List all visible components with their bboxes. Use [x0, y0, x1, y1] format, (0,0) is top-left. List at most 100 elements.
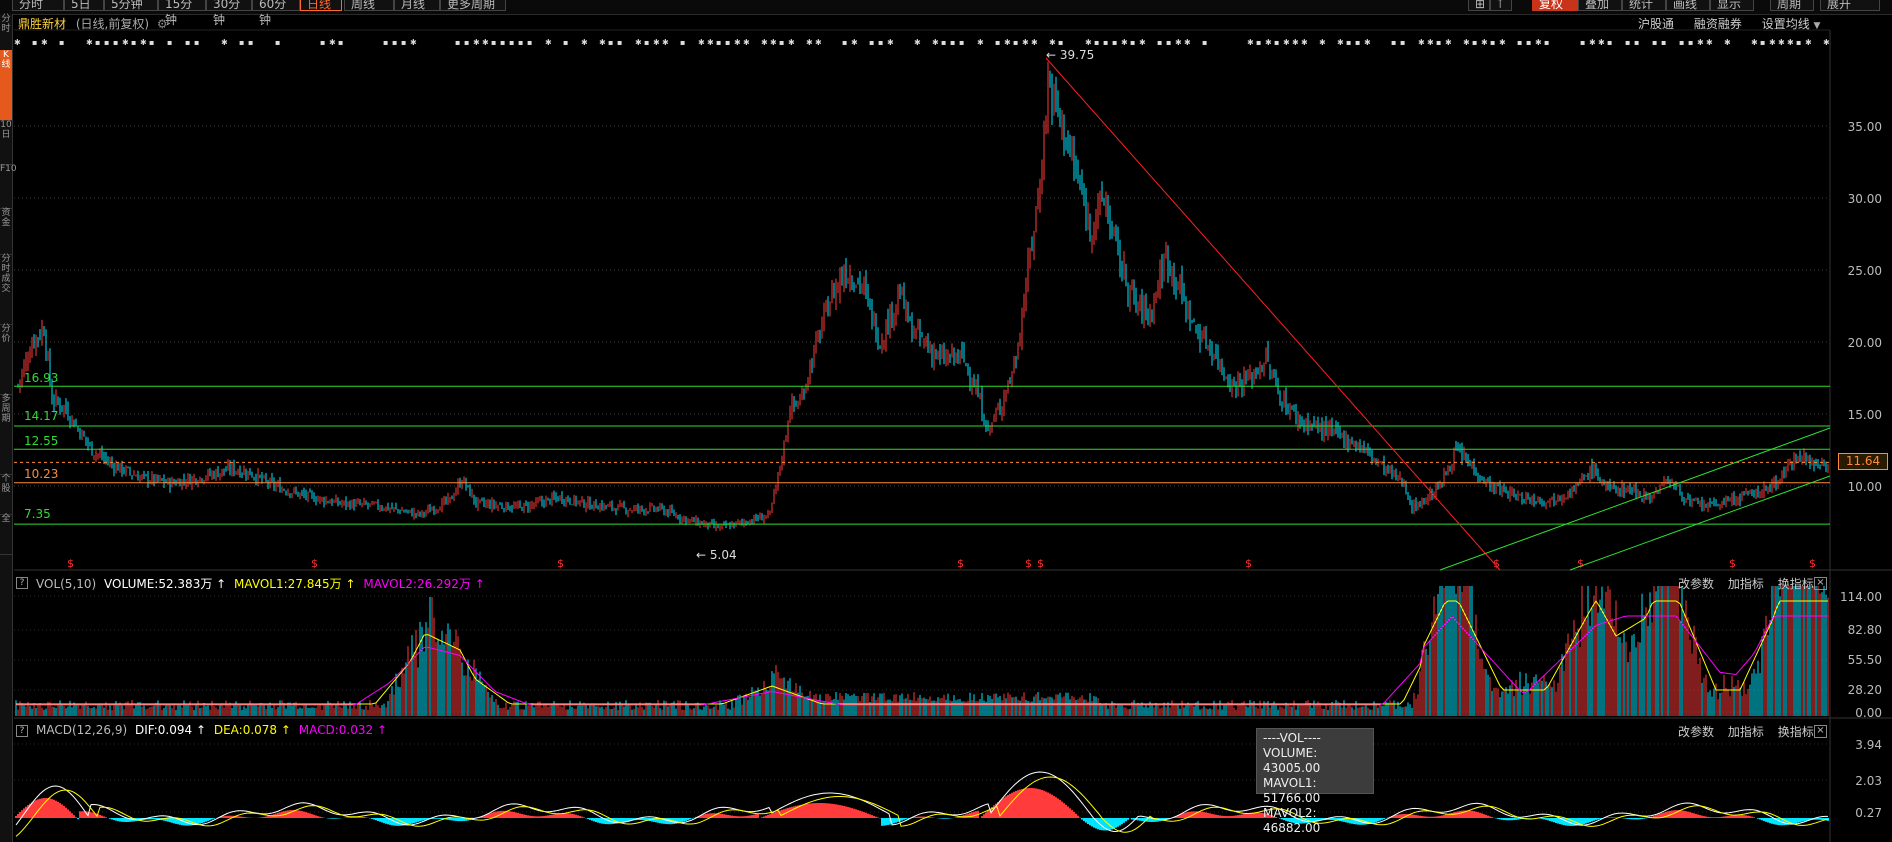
event-marker: ✱: [1697, 38, 1704, 47]
tab-5min[interactable]: 5分钟: [104, 0, 158, 11]
tool-icon[interactable]: ⊺: [1490, 0, 1512, 11]
event-marker: ▪: [1625, 38, 1630, 47]
event-marker: ✱: [1364, 38, 1371, 47]
tab-adjust[interactable]: 复权: [1532, 0, 1578, 11]
event-marker: ✱: [1751, 38, 1758, 47]
tab-weekly[interactable]: 周线: [344, 0, 394, 11]
event-marker: ▪: [1130, 38, 1135, 47]
event-marker: ✱: [1589, 38, 1596, 47]
event-marker: ▪: [320, 38, 325, 47]
vol-change-params[interactable]: 改参数: [1678, 577, 1715, 591]
mavol1-line: [16, 600, 1828, 705]
event-marker: ▪: [1688, 38, 1693, 47]
sidebar-item-kline[interactable]: K线: [0, 50, 12, 121]
tab-30min[interactable]: 30分钟: [206, 0, 252, 27]
macd-indicator-name[interactable]: MACD(12,26,9): [36, 723, 128, 737]
dividend-marker: $: [1729, 557, 1736, 570]
macd-value: MACD:0.032: [298, 723, 374, 737]
high-annotation: ← 39.75: [1046, 48, 1095, 62]
event-marker: ✱: [1283, 38, 1290, 47]
tab-5day[interactable]: 5日: [64, 0, 104, 11]
low-value: 5.04: [709, 548, 737, 562]
event-marker: ▪: [383, 38, 388, 47]
tab-intraday[interactable]: 分时: [12, 0, 64, 11]
sidebar-item-price-dist[interactable]: 分价: [0, 324, 12, 395]
tab-expand[interactable]: 展开: [1820, 0, 1880, 11]
macd-header: MACD(12,26,9) DIF:0.094 ↑ DEA:0.078 ↑ MA…: [36, 723, 387, 737]
tab-overlay[interactable]: 叠加: [1578, 0, 1622, 11]
event-marker: ▪: [1355, 38, 1360, 47]
event-marker: ✱: [1787, 38, 1794, 47]
macd-change-params[interactable]: 改参数: [1678, 725, 1715, 739]
vol-indicator-name[interactable]: VOL(5,10): [36, 577, 97, 591]
dividend-marker: $: [557, 557, 564, 570]
chevron-down-icon[interactable]: ▼: [1813, 21, 1821, 31]
grid-icon[interactable]: ⊞: [1468, 0, 1490, 11]
tab-15min[interactable]: 15分钟: [158, 0, 206, 27]
macd-dif: DIF:0.094: [134, 723, 193, 737]
macd-axis-2: 0.27: [1855, 806, 1882, 820]
event-marker: ▪: [1256, 38, 1261, 47]
vol-switch-indicator[interactable]: 换指标: [1777, 577, 1814, 591]
tab-display[interactable]: 显示: [1710, 0, 1754, 11]
event-marker: ▪: [59, 38, 64, 47]
event-marker: ✱: [770, 38, 777, 47]
macd-switch-indicator[interactable]: 换指标: [1777, 725, 1814, 739]
vol-add-indicator[interactable]: 加指标: [1727, 577, 1764, 591]
tab-draw[interactable]: 画线: [1666, 0, 1710, 11]
event-marker: ▪: [959, 38, 964, 47]
event-marker: ✱: [1427, 38, 1434, 47]
event-marker: ✱: [977, 38, 984, 47]
event-marker: ▪: [1346, 38, 1351, 47]
settings-gear-icon[interactable]: ⚙: [156, 17, 168, 31]
stock-name[interactable]: 鼎胜新材: [18, 17, 67, 31]
link-margin[interactable]: 融资融券: [1693, 17, 1742, 31]
tab-stats[interactable]: 统计: [1622, 0, 1666, 11]
event-marker: ✱: [653, 38, 660, 47]
vol-axis-2: 55.50: [1847, 653, 1882, 667]
event-marker: ▪: [1517, 38, 1522, 47]
event-marker: ▪: [491, 38, 496, 47]
tab-cycle[interactable]: 周期: [1770, 0, 1814, 11]
event-marker: ▪: [239, 38, 244, 47]
macd-add-indicator[interactable]: 加指标: [1727, 725, 1764, 739]
vol-close-icon[interactable]: ×: [1814, 577, 1827, 590]
event-marker: ✱: [1139, 38, 1146, 47]
event-marker: ✱: [482, 38, 489, 47]
event-marker: ▪: [1760, 38, 1765, 47]
event-marker: ▪: [248, 38, 253, 47]
low-annotation: ← 5.04: [696, 548, 737, 562]
chart-mode[interactable]: (日线,前复权): [75, 17, 150, 31]
event-marker: ▪: [680, 38, 685, 47]
event-marker: ✱: [1121, 38, 1128, 47]
tab-more-periods[interactable]: 更多周期: [440, 0, 506, 11]
sidebar-item-10day[interactable]: 10日: [0, 120, 12, 165]
tab-60min[interactable]: 60分钟: [252, 0, 300, 27]
event-marker: ✱: [1292, 38, 1299, 47]
stock-title: 鼎胜新材 (日线,前复权) ⚙: [18, 15, 168, 32]
sidebar-item-all[interactable]: 全: [0, 514, 12, 555]
sidebar-item-ticks[interactable]: 分时成交: [0, 254, 12, 325]
sidebar-item-f10[interactable]: F10: [0, 164, 17, 209]
event-marker: ✱: [1319, 38, 1326, 47]
dea-line: [15, 776, 1829, 837]
macd-close-icon[interactable]: ×: [1814, 725, 1827, 738]
help-icon[interactable]: ?: [16, 577, 28, 589]
event-marker: ▪: [869, 38, 874, 47]
mavol2-line: [16, 615, 1828, 706]
event-marker: ✱: [221, 38, 228, 47]
link-ma-settings[interactable]: 设置均线: [1761, 17, 1810, 31]
event-marker: ▪: [113, 38, 118, 47]
event-marker: ▪: [401, 38, 406, 47]
event-marker: ▪: [500, 38, 505, 47]
trend-line: [1569, 475, 1831, 571]
tab-monthly[interactable]: 月线: [394, 0, 440, 11]
tab-daily[interactable]: 日线: [300, 0, 342, 11]
sidebar-item-funds[interactable]: 资金: [0, 208, 12, 255]
sidebar-item-multi-period[interactable]: 多周期: [0, 394, 12, 475]
sidebar-item-stock[interactable]: 个股: [0, 474, 12, 515]
dividend-marker: $: [1025, 557, 1032, 570]
help-icon[interactable]: ?: [16, 725, 28, 737]
link-hk-connect[interactable]: 沪股通: [1638, 17, 1675, 31]
